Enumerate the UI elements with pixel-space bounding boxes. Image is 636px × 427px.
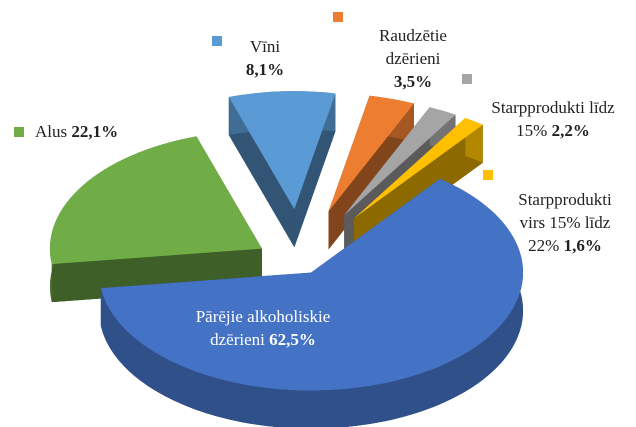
value-label: 3,5% [393,72,433,91]
category-name: Pārējie alkoholiskie dzērieni [195,307,331,349]
legend-marker [212,36,222,46]
slice [228,91,336,210]
data-label: Raudzētie dzērieni 3,5% [368,24,458,93]
data-label: Starpprodukti virs 15% līdz 22% 1,6% [510,188,620,257]
slice-edge [228,96,295,248]
slice [49,136,262,265]
legend-marker [333,12,343,22]
value-label: 62,5% [269,330,316,349]
slice [353,118,483,219]
data-label: Vīni 8,1% [230,35,300,81]
data-label: Starpprodukti līdz 15% 2,2% [478,96,628,142]
slice [100,178,524,391]
value-label: 1,6% [563,236,602,255]
slice [328,95,414,212]
data-label: Alus 22,1% [35,120,155,143]
category-name: Raudzētie dzērieni [379,26,447,68]
legend-marker [462,74,472,84]
slice-edge [294,93,336,248]
data-label: Pārējie alkoholiskie dzērieni 62,5% [168,305,358,351]
legend-marker [483,170,493,180]
category-name: Alus [35,122,68,141]
value-label: 8,1% [245,60,285,79]
category-name: Starpprodukti līdz 15% [491,98,615,140]
category-name: Starpprodukti virs 15% līdz 22% [518,190,612,255]
value-label: 22,1% [71,122,119,141]
category-name: Vīni [249,37,281,56]
slice [344,107,456,216]
value-label: 2,2% [551,121,590,140]
legend-marker [14,127,24,137]
